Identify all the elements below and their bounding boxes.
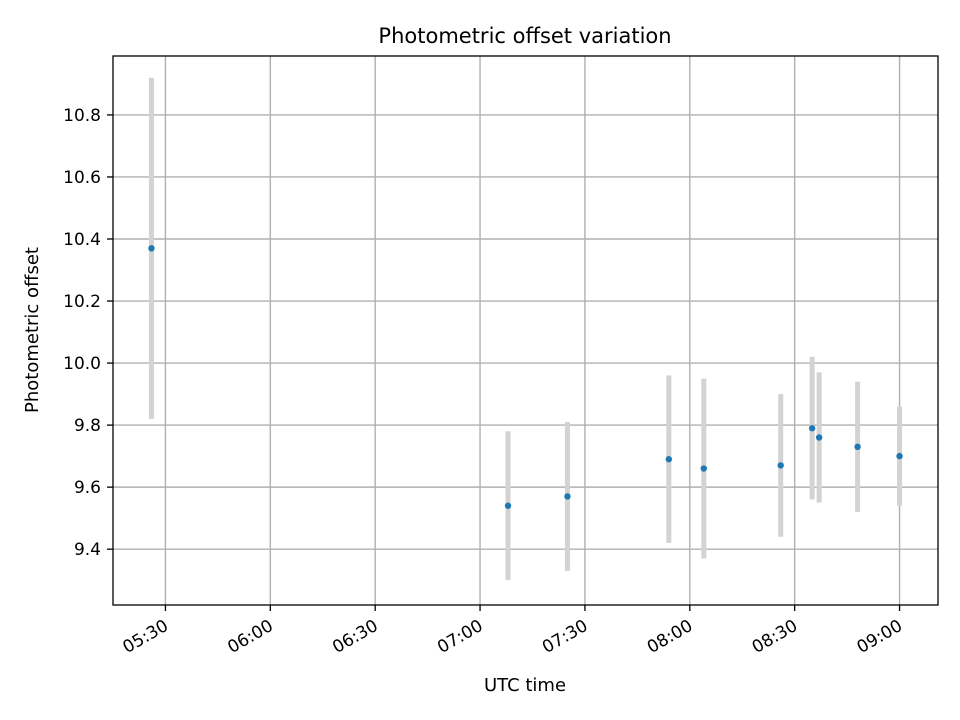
x-tick-label-5: 08:00 [644,616,696,658]
y-axis-label: Photometric offset [22,247,43,413]
x-tick-label-7: 09:00 [854,616,906,658]
y-tick-label-6: 10.6 [63,168,101,188]
chart-title: Photometric offset variation [378,24,671,48]
x-tick-label-0: 05:30 [120,616,172,658]
y-tick-label-1: 9.6 [74,478,101,498]
data-point [815,434,823,441]
y-axis-ticks: 9.4 9.6 9.8 10.0 10.2 10.4 10.6 10.8 [63,106,113,560]
y-tick-label-2: 9.8 [74,416,101,436]
data-point [854,443,861,451]
data-point [896,452,903,460]
y-tick-label-5: 10.4 [63,230,101,250]
y-tick-label-7: 10.8 [63,106,101,126]
x-tick-label-1: 06:00 [224,616,276,658]
y-tick-label-4: 10.2 [63,292,101,312]
gridlines [113,56,938,605]
x-tick-label-6: 08:30 [749,616,801,658]
x-tick-label-3: 07:00 [434,616,486,658]
y-tick-label-3: 10.0 [63,354,101,374]
error-bars [148,77,903,581]
data-point [777,462,784,469]
data-points [148,245,903,509]
x-axis-ticks: 05:30 06:00 06:30 07:00 07:30 08:00 08:30 09:00 [120,605,906,658]
data-point [564,493,571,500]
data-point [148,245,155,252]
x-tick-label-2: 06:30 [329,616,381,658]
data-point [808,425,816,432]
plot-frame [112,55,939,606]
data-point [700,465,707,472]
y-tick-label-0: 9.4 [74,540,101,560]
data-point [665,456,673,463]
data-point [504,502,512,509]
x-axis-label: UTC time [484,675,566,696]
x-tick-label-4: 07:30 [539,616,591,658]
